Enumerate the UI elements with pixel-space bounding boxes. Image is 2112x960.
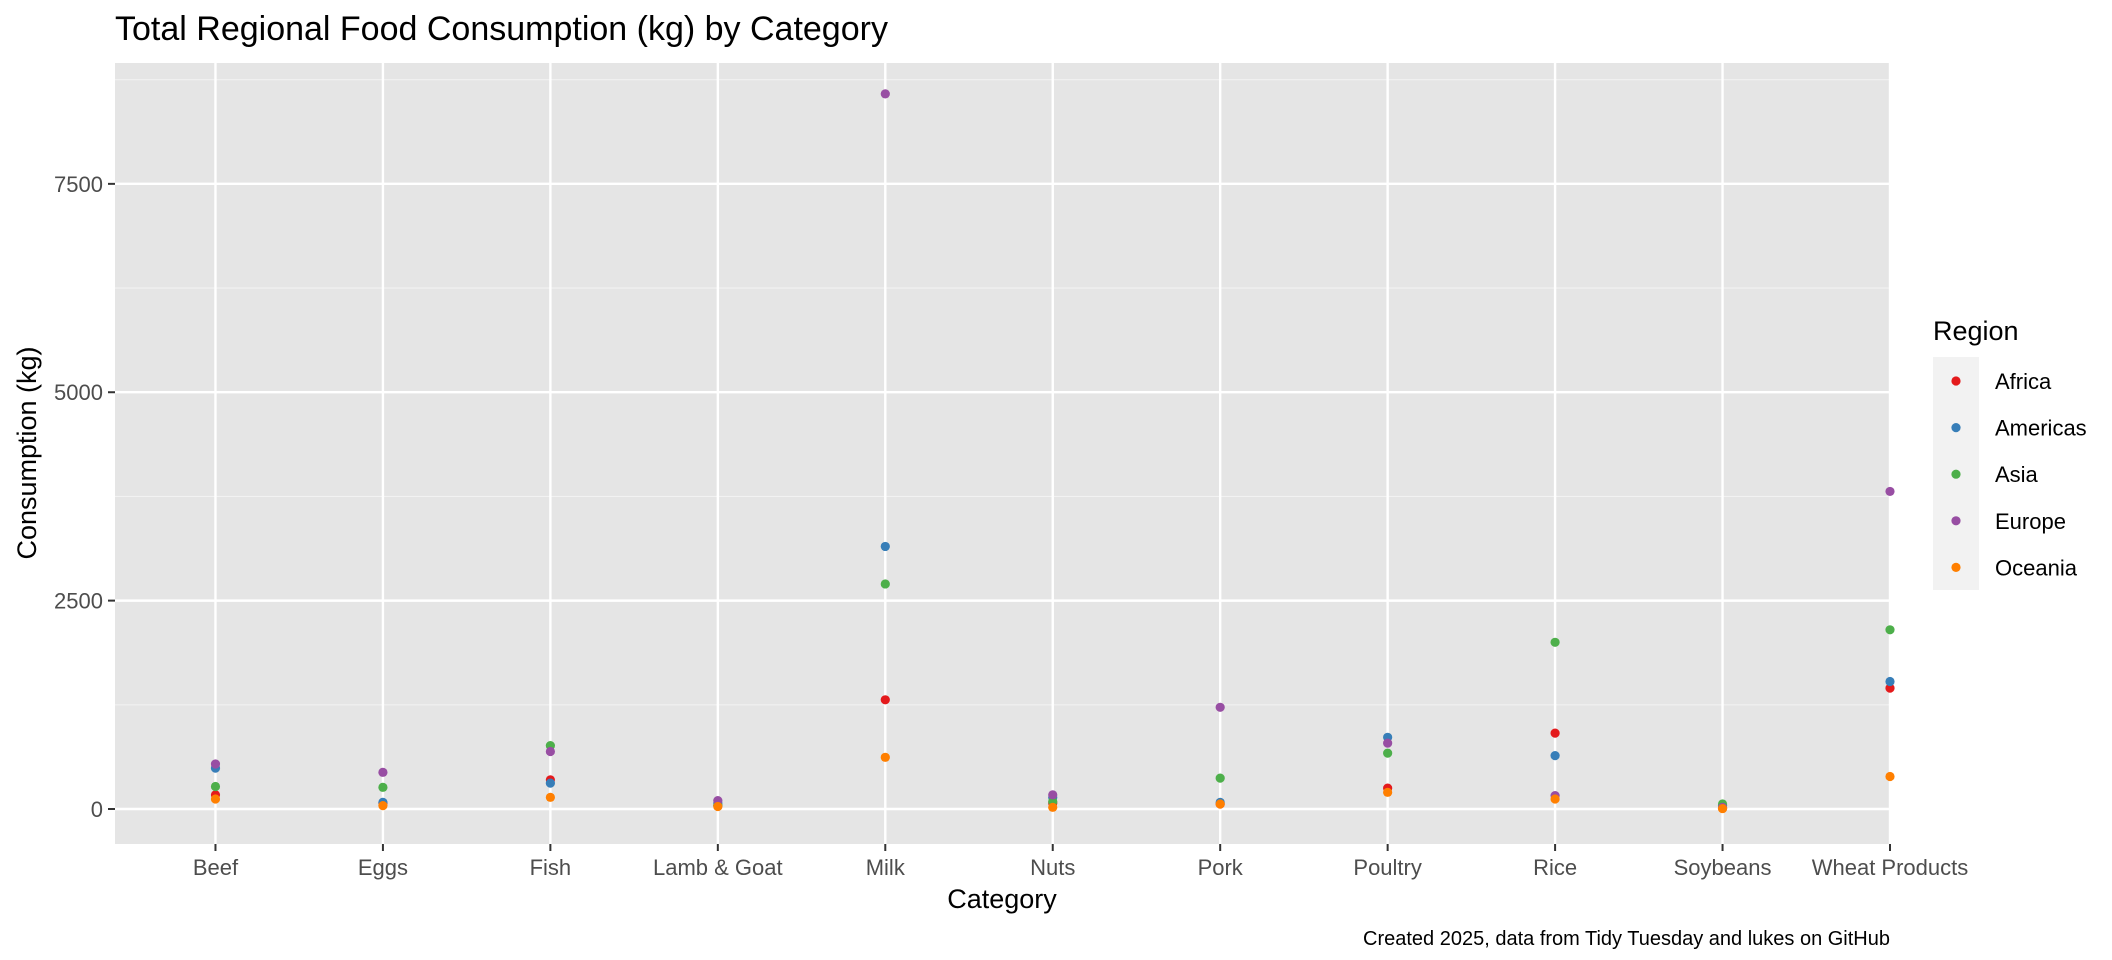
point-africa-milk	[880, 695, 890, 705]
legend-title: Region	[1933, 316, 2019, 346]
plot-panel	[115, 63, 1890, 844]
x-tick-label: Milk	[866, 855, 906, 880]
point-asia-beef	[210, 781, 221, 792]
legend: Region Africa Americas Asia Europe Oceania	[1933, 316, 2087, 590]
x-tick-label: Soybeans	[1674, 855, 1772, 880]
y-tick-label: 2500	[54, 589, 103, 614]
y-tick-label: 5000	[54, 380, 103, 405]
point-europe-poultry	[1383, 738, 1393, 748]
y-axis: 0 2500 5000 7500	[54, 172, 115, 822]
point-oceania-lamb-goat	[713, 801, 723, 812]
point-oceania-nuts	[1048, 802, 1058, 812]
y-tick-label: 7500	[54, 172, 103, 197]
legend-label-oceania: Oceania	[1995, 555, 2078, 580]
point-americas-wheat-products	[1885, 676, 1895, 687]
point-europe-eggs	[378, 767, 388, 777]
x-axis-title: Category	[947, 884, 1057, 914]
x-tick-label: Eggs	[358, 855, 408, 880]
legend-label-europe: Europe	[1995, 509, 2066, 534]
point-asia-rice	[1550, 637, 1560, 647]
legend-key-africa	[1951, 376, 1961, 386]
point-oceania-pork	[1215, 799, 1225, 809]
x-tick-label: Nuts	[1030, 855, 1075, 880]
point-asia-wheat-products	[1885, 625, 1895, 635]
x-tick-label: Pork	[1198, 855, 1244, 880]
point-oceania-wheat-products	[1885, 771, 1895, 782]
point-americas-fish	[545, 778, 555, 788]
point-asia-pork	[1215, 773, 1225, 783]
point-europe-fish	[545, 746, 555, 757]
point-oceania-eggs	[378, 801, 388, 811]
x-tick-label: Rice	[1533, 855, 1577, 880]
point-africa-rice	[1550, 728, 1560, 738]
point-europe-wheat-products	[1885, 486, 1895, 497]
legend-key-europe	[1951, 516, 1961, 526]
minor-gridlines	[115, 79, 1890, 706]
point-europe-pork	[1215, 702, 1225, 712]
point-oceania-milk	[880, 752, 890, 762]
x-tick-label: Wheat Products	[1812, 855, 1969, 880]
point-europe-milk	[880, 89, 890, 99]
point-asia-milk	[880, 579, 890, 589]
x-tick-label: Lamb & Goat	[653, 855, 783, 880]
point-oceania-soybeans	[1717, 803, 1728, 814]
legend-label-africa: Africa	[1995, 369, 2052, 394]
x-tick-label: Fish	[530, 855, 572, 880]
legend-key-americas	[1951, 423, 1961, 433]
legend-label-americas: Americas	[1995, 416, 2087, 441]
point-oceania-fish	[545, 792, 555, 802]
point-europe-nuts	[1048, 790, 1058, 800]
data-points	[210, 89, 1895, 814]
point-africa-wheat-products	[1885, 683, 1895, 693]
chart-title: Total Regional Food Consumption (kg) by …	[115, 10, 888, 48]
point-asia-eggs	[378, 782, 388, 792]
x-axis: Beef Eggs Fish Lamb & Goat Milk Nuts Pork Poult…	[193, 844, 1968, 880]
point-americas-rice	[1550, 751, 1560, 761]
legend-key-asia	[1951, 469, 1961, 479]
major-gridlines	[115, 63, 1892, 844]
point-europe-beef	[210, 759, 221, 769]
x-tick-label: Poultry	[1353, 855, 1421, 880]
point-oceania-rice	[1550, 794, 1560, 804]
point-oceania-poultry	[1383, 787, 1393, 797]
y-axis-title: Consumption (kg)	[12, 346, 42, 559]
point-oceania-beef	[210, 794, 221, 804]
caption: Created 2025, data from Tidy Tuesday and…	[1363, 928, 1890, 950]
point-americas-milk	[880, 541, 890, 552]
point-asia-poultry	[1383, 748, 1393, 758]
legend-label-asia: Asia	[1995, 462, 2039, 487]
y-tick-label: 0	[91, 797, 103, 822]
legend-key-oceania	[1951, 562, 1961, 573]
x-tick-label: Beef	[193, 855, 239, 880]
